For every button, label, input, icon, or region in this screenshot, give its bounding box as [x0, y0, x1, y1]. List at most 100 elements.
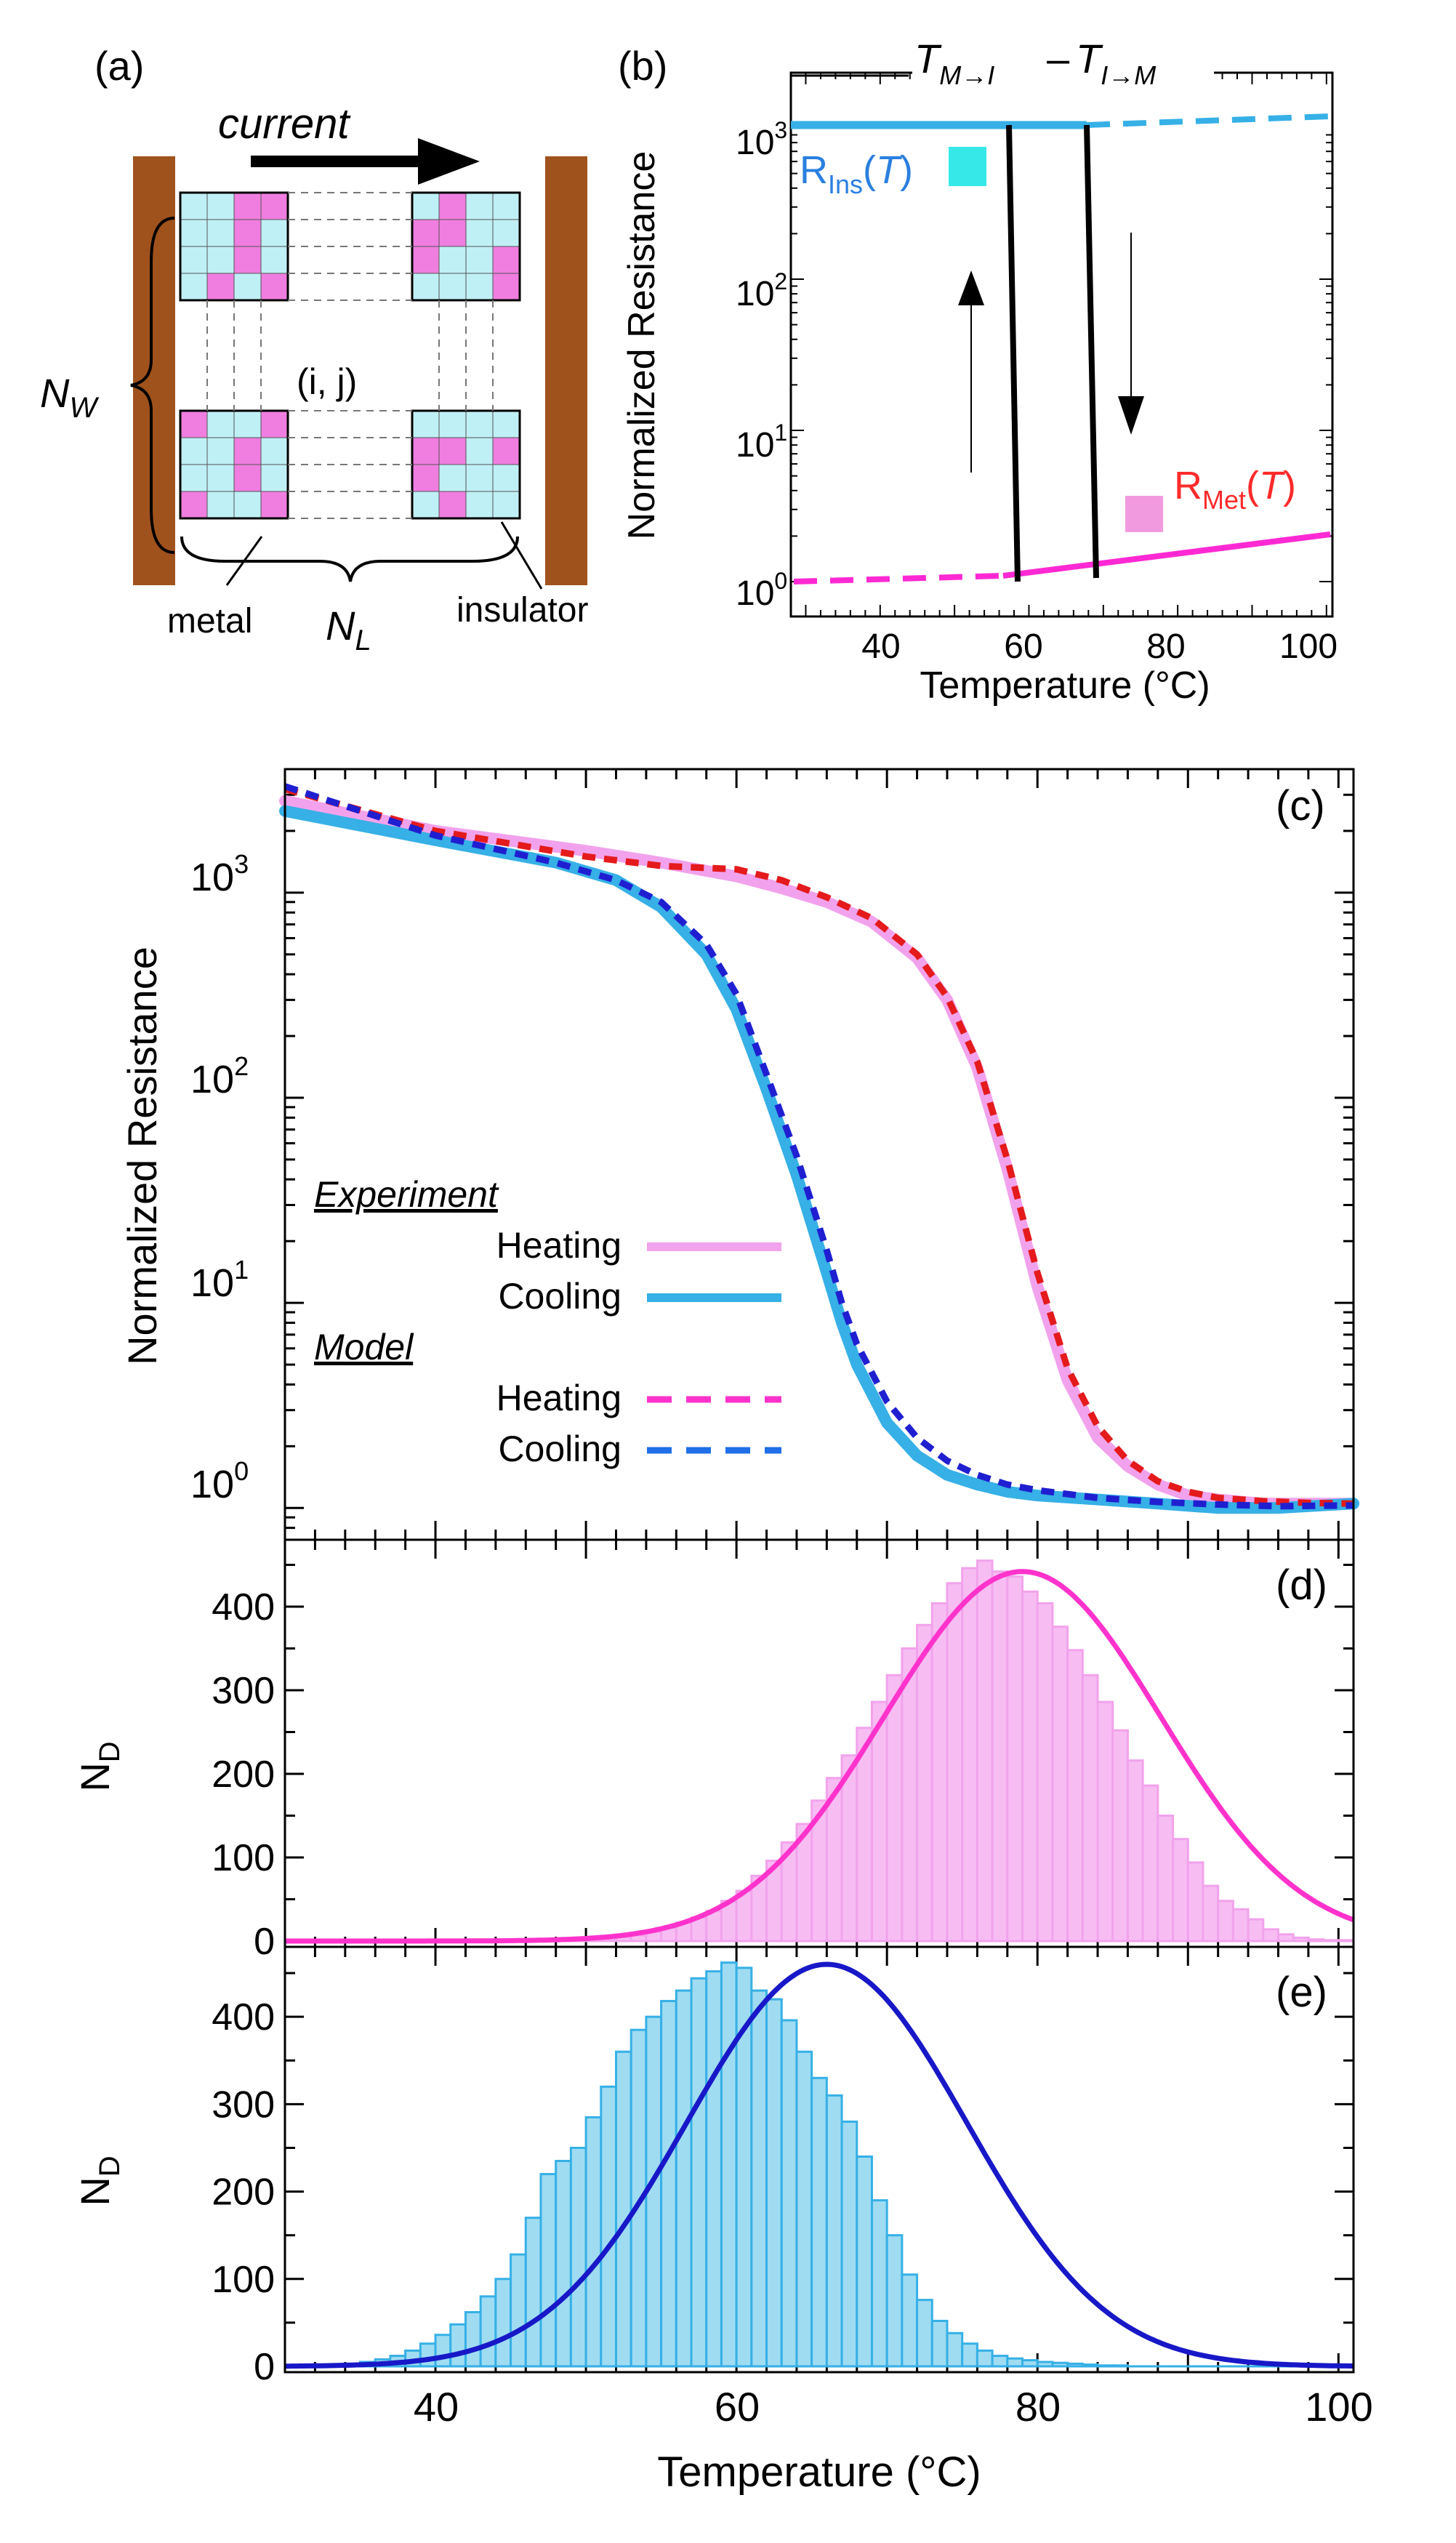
c-series-experiment-cooling	[279, 805, 1359, 1514]
lattice-cell	[206, 246, 235, 274]
nl-label-sub: L	[355, 624, 371, 656]
r-met-base: R	[1174, 464, 1202, 507]
lattice-cell	[206, 437, 235, 465]
panel-c-frame	[283, 768, 1355, 1541]
panel-e-ytick-labels: 0 100 200 300 400	[212, 1996, 275, 2388]
c-ytick-exp: 2	[234, 1051, 249, 1081]
t-im-label: TI→M	[1076, 36, 1156, 90]
lattice-cell	[260, 491, 289, 519]
lattice-cell	[180, 410, 208, 438]
lattice-cell	[438, 491, 467, 519]
histogram-bar	[1006, 1575, 1024, 1943]
r-met-paren-open: (	[1246, 464, 1259, 507]
lattice-cell	[233, 273, 262, 301]
left-electrode	[133, 156, 175, 585]
panel-a-label: (a)	[94, 43, 144, 89]
histogram-bar	[705, 1970, 723, 2368]
panel-e-histogram	[285, 1961, 1354, 2368]
b-ytick-exp: 1	[774, 419, 787, 446]
t-mi-base: T	[914, 36, 942, 81]
histogram-bar	[885, 1674, 904, 1943]
histogram-bar	[1096, 1700, 1114, 1943]
histogram-bar	[690, 1977, 708, 2368]
panel-c: (c) Normalized Resistance 103 102 101 10…	[119, 768, 1359, 1541]
histogram-bar	[916, 1623, 933, 1943]
panel-c-label: (c)	[1276, 782, 1325, 829]
b-top-label-bg	[912, 44, 1214, 95]
panel-b-ylabel: Normalized Resistance	[621, 151, 663, 540]
histogram-bar	[1202, 1884, 1220, 1943]
lattice-cell	[206, 219, 235, 247]
e-xtick: 100	[1305, 2384, 1372, 2430]
r-ins-label: RIns(T)	[800, 148, 913, 199]
lattice-cell	[438, 246, 467, 274]
nw-label-sub: W	[69, 392, 99, 424]
up-arrow-icon	[958, 270, 984, 473]
nl-label-base: N	[326, 603, 355, 648]
lattice-cell	[180, 219, 208, 247]
b-ytick-exp: 0	[774, 568, 787, 594]
r-ins-sub: Ins	[828, 169, 863, 199]
histogram-bar	[916, 2299, 933, 2368]
cell-label: (i, j)	[297, 361, 357, 402]
histogram-bar	[1111, 1729, 1129, 1943]
histogram-bar	[464, 2310, 482, 2368]
metal-label: metal	[167, 602, 252, 640]
lattice-grid	[179, 191, 521, 520]
current-arrow-icon	[251, 138, 480, 185]
panel-b-xtick-labels: 40 60 80 100	[861, 627, 1338, 666]
legend-experiment-title: Experiment	[314, 1174, 499, 1215]
d-ytick: 400	[212, 1586, 275, 1628]
nw-label: NW	[40, 370, 99, 424]
c-ytick: 103	[190, 849, 249, 899]
b-ytick-exp: 2	[774, 268, 787, 294]
histogram-bar	[765, 1998, 783, 2368]
lattice-cell	[465, 219, 494, 247]
b-ytick-exp: 3	[774, 117, 787, 143]
lattice-cell	[438, 410, 467, 438]
b-xtick: 60	[1004, 627, 1042, 666]
lattice-cell	[411, 192, 440, 220]
panel-e-xtick-labels: 40 60 80 100	[414, 2384, 1373, 2430]
histogram-bar	[825, 2094, 843, 2368]
down-arrow-icon	[1118, 233, 1144, 435]
b-ytick: 100	[736, 568, 787, 613]
panel-d-ytick-labels: 0 100 200 300 400	[212, 1586, 275, 1963]
histogram-bar	[961, 1567, 978, 1943]
lattice-cell	[206, 464, 235, 492]
e-xtick: 80	[1015, 2384, 1061, 2430]
lattice-cell	[465, 246, 494, 274]
b-xtick: 40	[861, 627, 900, 666]
histogram-bar	[976, 2349, 994, 2368]
current-label: current	[218, 100, 351, 148]
lattice-cell	[260, 273, 289, 301]
histogram-bar	[961, 2342, 978, 2368]
panel-d-gaussian-fit	[285, 1569, 1355, 1944]
histogram-bar	[584, 2116, 603, 2368]
panel-c-ytick-labels: 103 102 101 100	[190, 849, 249, 1506]
c-ytick-exp: 3	[234, 849, 249, 879]
panel-b-label: (b)	[618, 43, 667, 89]
c-series-model-cooling	[283, 783, 1354, 1510]
lattice-cell	[411, 410, 440, 438]
lattice-cell	[260, 437, 289, 465]
panel-c-legend: Experiment Heating Cooling Model Heating…	[314, 1174, 781, 1469]
histogram-bar	[555, 2160, 572, 2368]
lattice-cell	[492, 273, 520, 301]
e-xtick: 40	[414, 2384, 459, 2430]
panel-b-xlabel: Temperature (°C)	[920, 664, 1210, 707]
b-ytick-base: 10	[736, 124, 774, 162]
nl-label: NL	[326, 603, 371, 656]
histogram-bar	[901, 2273, 919, 2368]
lattice-cell	[206, 192, 235, 220]
panel-e-gaussian-fit	[285, 1961, 1354, 2369]
panel-a: (a) current NW NL (i, j) metal insulator	[40, 43, 588, 656]
t-mi-label: TM→I	[914, 36, 994, 90]
e-ytick: 400	[212, 1996, 275, 2038]
lattice-cell	[492, 410, 520, 438]
lattice-cell	[233, 491, 262, 519]
r-ins-paren-close: )	[900, 148, 913, 192]
panel-e: (e) ND 0 100 200 300 400 40 60 80 100 Te…	[72, 1945, 1373, 2496]
histogram-bar	[811, 2076, 828, 2368]
histogram-bar	[991, 2355, 1009, 2368]
